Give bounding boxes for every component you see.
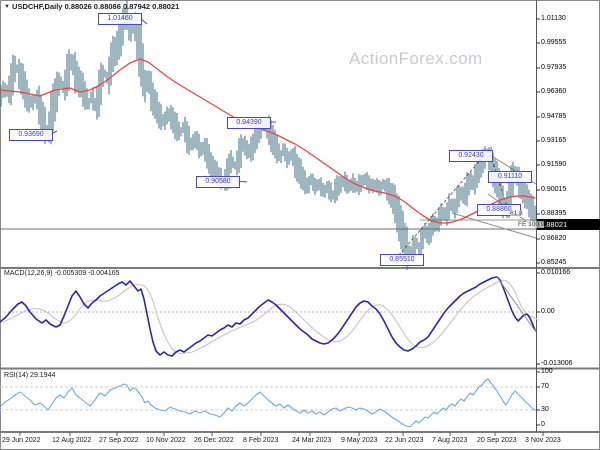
fib-ratio-label: 61.8: [510, 210, 523, 217]
price-axis-label: 0.86820: [541, 235, 567, 242]
macd-signal-line: [2, 279, 539, 355]
current-price-tag: 0.88021: [537, 219, 600, 230]
macd-axis-label: -0.013006: [541, 360, 573, 367]
date-label: 8 Feb 2023: [243, 437, 279, 444]
price-axis-label: 0.99555: [541, 39, 567, 46]
ma-line: [0, 58, 536, 224]
date-label: 29 Jun 2022: [2, 437, 41, 444]
price-axis-label: 0.93165: [541, 137, 567, 144]
date-label: 9 May 2023: [341, 437, 378, 444]
price-axis-label: 0.90015: [541, 186, 567, 193]
date-label: 7 Aug 2023: [432, 437, 468, 444]
date-label: 10 Nov 2022: [146, 437, 186, 444]
rsi-axis-label: 70: [541, 383, 549, 390]
price-level-label: 0.85510: [380, 254, 424, 266]
rsi-indicator-label: RSI(14) 29.1944: [4, 372, 56, 379]
macd-axis-label: 0.010166: [541, 269, 571, 276]
price-level-label: 0.94390: [227, 117, 271, 129]
ohlc-readout: 0.88026 0.88086 0.87942 0.88021: [64, 2, 180, 11]
price-axis-label: 0.94785: [541, 113, 567, 120]
date-label: 12 Aug 2022: [52, 437, 92, 444]
rsi-axis-label: 100: [541, 368, 553, 375]
symbol-dropdown-icon[interactable]: ▼: [4, 4, 10, 10]
chart-title-bar: ▼ USDCHF,Daily 0.88026 0.88086 0.87942 0…: [4, 2, 179, 11]
macd-indicator-label: MACD(12,26,9) -0.005309 -0.004165: [4, 270, 120, 277]
macd-axis-label: 0.00: [541, 308, 555, 315]
price-level-label: 0.90580: [196, 176, 240, 188]
symbol-title: USDCHF,Daily: [12, 2, 63, 11]
price-level-label: 0.93690: [9, 129, 53, 141]
chart-watermark: ActionForex.com: [349, 49, 483, 68]
macd-line: [0, 276, 536, 357]
date-label: 27 Sep 2022: [99, 437, 139, 444]
rsi-line: [0, 378, 536, 428]
date-label: 26 Dec 2022: [194, 437, 234, 444]
price-axis-label: 0.88395: [541, 210, 567, 217]
price-axis-label: 0.96360: [541, 88, 567, 95]
macd-trendline: [496, 276, 537, 333]
rsi-axis-label: 0: [541, 421, 545, 428]
price-level-label: 1.01460: [98, 13, 142, 25]
price-axis-label: 0.91590: [541, 161, 567, 168]
date-label: 22 Jun 2023: [385, 437, 424, 444]
price-level-label: 0.92430: [449, 150, 493, 162]
price-axis-label: 0.85245: [541, 259, 567, 266]
price-bars: [0, 0, 536, 271]
price-level-label: 0.91110: [488, 171, 532, 183]
date-label: 3 Nov 2023: [525, 437, 561, 444]
date-label: 24 Mar 2023: [292, 437, 332, 444]
price-axis-label: 1.01130: [541, 15, 566, 22]
price-axis-label: 0.97935: [541, 64, 567, 71]
rsi-axis-label: 30: [541, 406, 549, 413]
fe-projection-label: FE 100.0: [518, 221, 545, 228]
date-label: 20 Sep 2023: [477, 437, 517, 444]
